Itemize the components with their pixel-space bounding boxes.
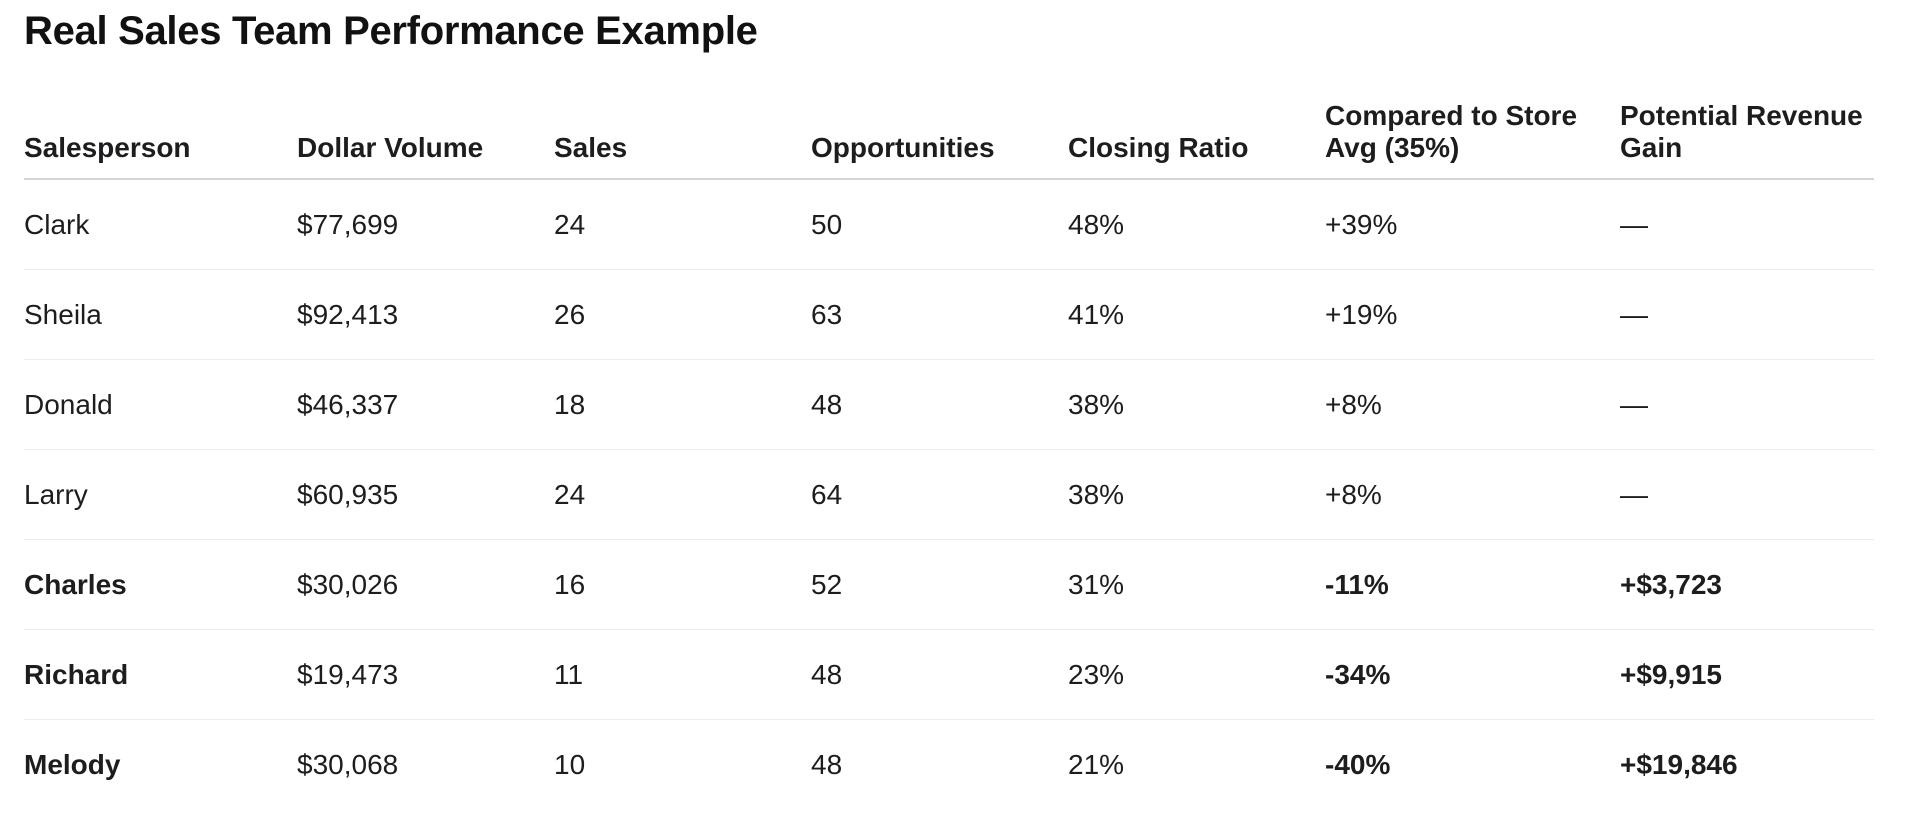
cell-sales: 26 [554, 269, 811, 360]
cell-potential-revenue-gain: — [1620, 359, 1874, 450]
cell-potential-revenue-gain: +$19,846 [1620, 748, 1738, 780]
cell-compared-to-store-avg: -40% [1325, 748, 1391, 780]
cell-compared-to-store-avg: +8% [1325, 359, 1620, 450]
cell-potential-revenue-gain: — [1620, 179, 1874, 270]
cell-dollar-volume: $30,026 [297, 539, 554, 630]
cell-dollar-volume: $60,935 [297, 449, 554, 540]
table-row: Clark $77,699 24 50 48% +39% — [24, 179, 1874, 270]
cell-salesperson: Clark [24, 179, 297, 270]
cell-dollar-volume: $30,068 [297, 748, 399, 780]
cell-compared-to-store-avg: -11% [1325, 539, 1620, 630]
table-row: Charles $30,026 16 52 31% -11% +$3,723 [24, 539, 1874, 630]
table-row: Richard $19,473 11 48 23% -34% +$9,915 [24, 629, 1874, 720]
table-header-row: Salesperson Dollar Volume Sales Opportun… [24, 100, 1874, 180]
cell-dollar-volume: $77,699 [297, 179, 554, 270]
cell-salesperson: Donald [24, 359, 297, 450]
table-row: Melody $30,068 10 48 21% -40% +$19,846 [24, 720, 1874, 810]
cell-salesperson: Melody [24, 748, 121, 780]
table-row: Larry $60,935 24 64 38% +8% — [24, 449, 1874, 540]
cell-opportunities: 52 [811, 539, 1068, 630]
header-closing-ratio: Closing Ratio [1068, 100, 1325, 180]
cell-closing-ratio: 38% [1068, 449, 1325, 540]
header-sales: Sales [554, 100, 811, 180]
cell-potential-revenue-gain: +$3,723 [1620, 539, 1874, 630]
header-salesperson: Salesperson [24, 100, 297, 180]
cell-sales: 24 [554, 179, 811, 270]
cell-sales: 10 [554, 748, 586, 780]
header-potential-revenue-gain: Potential Revenue Gain [1620, 100, 1874, 180]
cell-dollar-volume: $92,413 [297, 269, 554, 360]
cell-salesperson: Richard [24, 629, 297, 720]
cell-closing-ratio: 31% [1068, 539, 1325, 630]
cell-opportunities: 48 [811, 359, 1068, 450]
cell-closing-ratio: 23% [1068, 629, 1325, 720]
page-title: Real Sales Team Performance Example [24, 9, 758, 53]
cell-dollar-volume: $19,473 [297, 629, 554, 720]
cell-sales: 11 [554, 629, 811, 720]
page-container: Real Sales Team Performance Example Sale… [24, 0, 1874, 809]
cell-opportunities: 63 [811, 269, 1068, 360]
cell-opportunities: 48 [811, 748, 843, 780]
cell-compared-to-store-avg: -34% [1325, 629, 1620, 720]
cell-potential-revenue-gain: — [1620, 269, 1874, 360]
cell-sales: 24 [554, 449, 811, 540]
cell-opportunities: 50 [811, 179, 1068, 270]
header-compared-to-store-avg: Compared to Store Avg (35%) [1325, 100, 1620, 180]
cell-potential-revenue-gain: +$9,915 [1620, 629, 1874, 720]
cell-compared-to-store-avg: +19% [1325, 269, 1620, 360]
cell-closing-ratio: 48% [1068, 179, 1325, 270]
cell-salesperson: Larry [24, 449, 297, 540]
cell-opportunities: 64 [811, 449, 1068, 540]
cell-compared-to-store-avg: +39% [1325, 179, 1620, 270]
cell-sales: 18 [554, 359, 811, 450]
header-opportunities: Opportunities [811, 100, 1068, 180]
cell-salesperson: Charles [24, 539, 297, 630]
cell-dollar-volume: $46,337 [297, 359, 554, 450]
header-dollar-volume: Dollar Volume [297, 100, 554, 180]
table-row: Sheila $92,413 26 63 41% +19% — [24, 269, 1874, 360]
table-row: Donald $46,337 18 48 38% +8% — [24, 359, 1874, 450]
table-body: Clark $77,699 24 50 48% +39% — Sheila $92,413 26 6… [24, 179, 1874, 809]
cell-closing-ratio: 38% [1068, 359, 1325, 450]
cell-opportunities: 48 [811, 629, 1068, 720]
cell-closing-ratio: 21% [1068, 748, 1125, 780]
cell-sales: 16 [554, 539, 811, 630]
cell-potential-revenue-gain: — [1620, 449, 1874, 540]
sales-performance-table: Salesperson Dollar Volume Sales Opportun… [24, 100, 1874, 809]
cell-compared-to-store-avg: +8% [1325, 449, 1620, 540]
cell-closing-ratio: 41% [1068, 269, 1325, 360]
cell-salesperson: Sheila [24, 269, 297, 360]
